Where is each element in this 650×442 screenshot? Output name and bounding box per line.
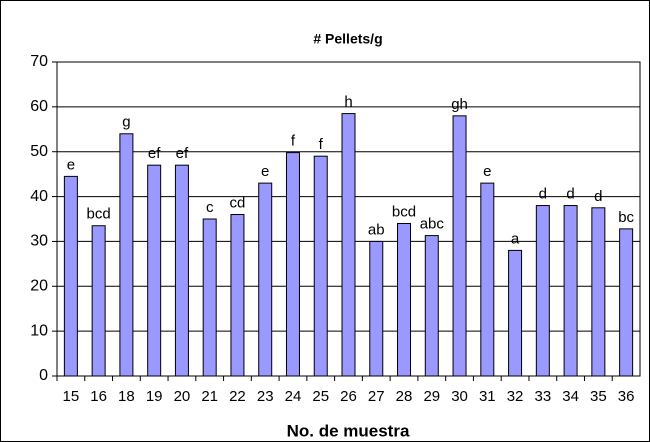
x-tick-label: 35 (590, 388, 607, 405)
bar-annotation: e (261, 163, 269, 180)
bar (397, 222, 412, 377)
bar-annotation: f (319, 136, 324, 153)
bar (619, 228, 634, 377)
bar-annotation: ef (148, 145, 161, 162)
x-tick-label: 32 (507, 388, 524, 405)
y-tick-label: 30 (30, 233, 48, 250)
bar (313, 155, 328, 377)
bar-annotation: c (206, 199, 214, 216)
bar-annotation: d (594, 188, 602, 205)
bar-annotation: bcd (87, 206, 111, 223)
bar (452, 115, 467, 377)
x-tick-label: 25 (312, 388, 329, 405)
bar (285, 152, 300, 377)
x-tick-label: 26 (340, 388, 357, 405)
bar (174, 164, 189, 377)
bar-annotation: g (122, 114, 130, 131)
x-tick-label: 19 (146, 388, 163, 405)
bar-annotation: abc (420, 216, 445, 233)
x-tick-label: 15 (63, 388, 80, 405)
bar (591, 207, 606, 377)
x-tick-label: 36 (618, 388, 635, 405)
bar (480, 182, 495, 377)
bar (563, 205, 578, 377)
x-tick-label: 27 (368, 388, 385, 405)
bar-annotation: ef (176, 145, 189, 162)
bar (341, 113, 356, 377)
y-tick-label: 50 (30, 143, 48, 160)
x-tick-label: 29 (423, 388, 440, 405)
bar-annotation: cd (230, 194, 246, 211)
bar-annotation: bc (618, 209, 634, 226)
x-tick-label: 24 (285, 388, 302, 405)
bar-annotation: bcd (392, 203, 416, 220)
bar-annotation: gh (451, 96, 468, 113)
x-tick-label: 31 (479, 388, 496, 405)
x-tick-label: 16 (90, 388, 107, 405)
y-tick-label: 10 (30, 322, 48, 339)
x-tick-label: 28 (396, 388, 413, 405)
bar-annotation: h (344, 94, 352, 111)
y-tick-label: 0 (39, 367, 48, 384)
bar-annotation: d (566, 186, 574, 203)
bar (147, 164, 162, 377)
x-tick-label: 23 (257, 388, 274, 405)
x-tick-label: 30 (451, 388, 468, 405)
y-tick-label: 40 (30, 188, 48, 205)
bar-annotation: d (539, 186, 547, 203)
y-tick-label: 20 (30, 278, 48, 295)
y-tick-label: 60 (30, 98, 48, 115)
x-tick-label: 34 (562, 388, 579, 405)
x-tick-label: 33 (534, 388, 551, 405)
bar-annotation: ab (368, 221, 385, 238)
bar (424, 235, 439, 377)
y-tick-label: 70 (30, 53, 48, 70)
x-tick-label: 21 (201, 388, 218, 405)
bar-annotation: e (483, 163, 491, 180)
bar (91, 225, 106, 377)
chart-title: # Pellets/g (313, 31, 382, 47)
bar (119, 133, 134, 377)
bar (508, 249, 523, 377)
x-tick-label: 22 (229, 388, 246, 405)
bar (369, 240, 384, 377)
bar-annotation: f (291, 133, 296, 150)
x-tick-label: 18 (118, 388, 135, 405)
bar-annotation: a (511, 230, 520, 247)
x-axis-label: No. de muestra (287, 421, 410, 440)
bar (258, 182, 273, 377)
bar (535, 205, 550, 377)
x-tick-label: 20 (174, 388, 191, 405)
bar (230, 214, 245, 377)
bar (202, 218, 217, 377)
bar (63, 175, 78, 377)
bar-annotation: e (67, 156, 75, 173)
